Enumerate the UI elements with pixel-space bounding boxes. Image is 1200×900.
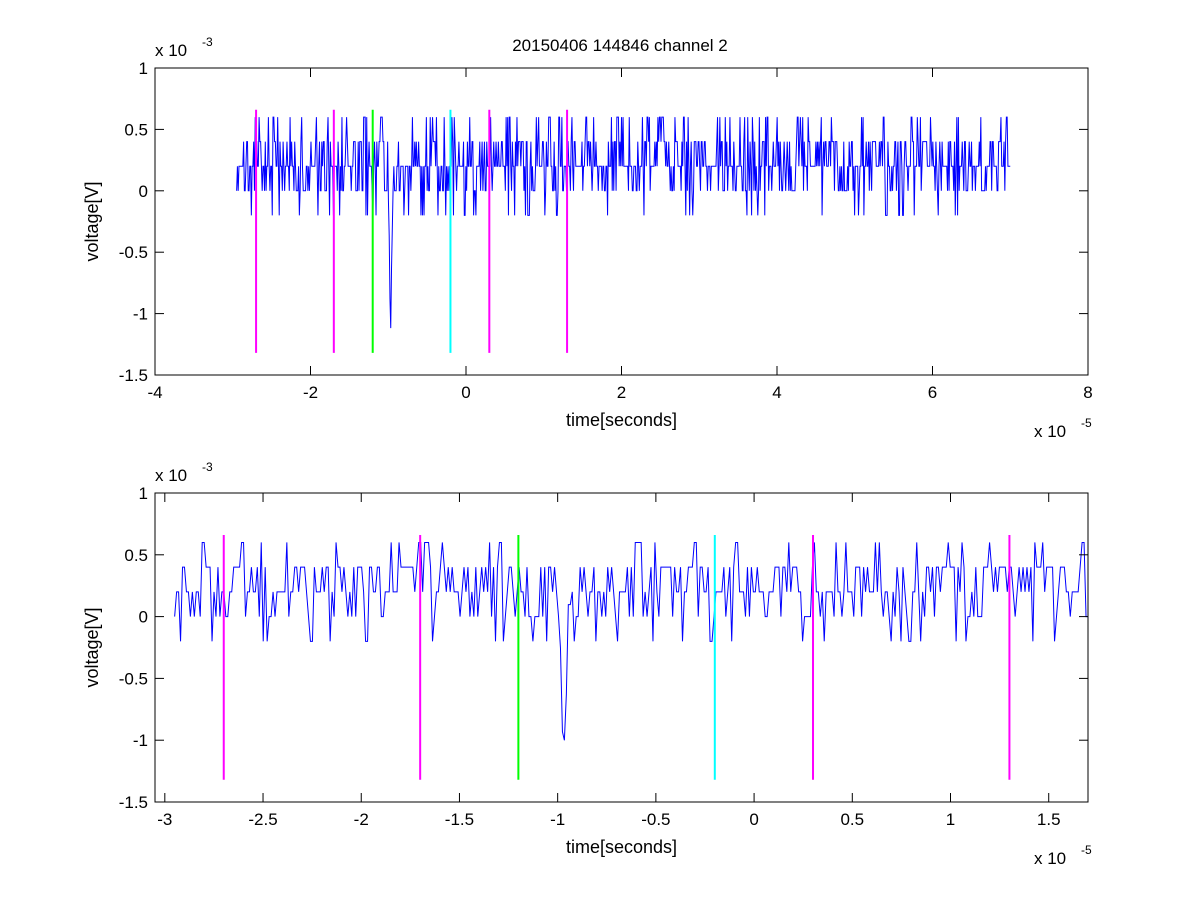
x-tick-label: -0.5 <box>641 810 670 829</box>
x-tick-label: 6 <box>928 383 937 402</box>
plot-frame <box>154 492 1089 803</box>
x-tick-label: -1 <box>550 810 565 829</box>
x-tick-label: 4 <box>772 383 781 402</box>
x-tick-label: -1.5 <box>445 810 474 829</box>
y-tick-label: 0.5 <box>124 120 148 139</box>
voltage-trace <box>174 541 1088 741</box>
x-axis-label: time[seconds] <box>566 410 677 430</box>
x-tick-label: -3 <box>157 810 172 829</box>
x-tick-label: -2 <box>354 810 369 829</box>
top-axes: -4 -2 0 2 4 6 8 -1.5 -1 -0.5 0 0.5 1 time[seconds] vol… <box>82 35 1093 441</box>
y-tick-label: -1.5 <box>119 793 148 812</box>
y-exponent-power: -3 <box>202 460 213 474</box>
y-tick-label: 1 <box>139 59 148 78</box>
y-tick-label: 0 <box>139 182 148 201</box>
x-tick-label: 0 <box>461 383 470 402</box>
x-tick-label: 1.5 <box>1037 810 1061 829</box>
y-tick-label: -1.5 <box>119 366 148 385</box>
x-tick-label: 2 <box>617 383 626 402</box>
y-exponent-label: x 10 <box>155 41 187 60</box>
y-tick-label: -0.5 <box>119 243 148 262</box>
x-tick-label: -2.5 <box>248 810 277 829</box>
y-tick-label: -1 <box>133 731 148 750</box>
y-tick-label: 0 <box>139 608 148 627</box>
y-exponent-power: -3 <box>202 35 213 49</box>
x-exponent-power: -5 <box>1081 843 1092 857</box>
x-tick-label: 1 <box>946 810 955 829</box>
figure-title: 20150406 144846 channel 2 <box>512 36 728 55</box>
x-tick-label: -4 <box>147 383 162 402</box>
bottom-axes: -3 -2.5 -2 -1.5 -1 -0.5 0 0.5 1 1.5 -1.5 -1 -0.5 0 0.5… <box>82 460 1092 868</box>
y-tick-label: 1 <box>139 484 148 503</box>
y-tick-label: -0.5 <box>119 669 148 688</box>
y-axis-label: voltage[V] <box>82 181 102 261</box>
x-tick-label: -2 <box>303 383 318 402</box>
y-axis-label: voltage[V] <box>82 607 102 687</box>
y-exponent-label: x 10 <box>155 466 187 485</box>
y-tick-label: 0.5 <box>124 546 148 565</box>
y-tick-label: -1 <box>133 305 148 324</box>
x-exponent-power: -5 <box>1081 416 1092 430</box>
x-tick-label: 0.5 <box>840 810 864 829</box>
x-tick-label: 8 <box>1083 383 1092 402</box>
x-tick-label: 0 <box>749 810 758 829</box>
x-exponent-label: x 10 <box>1034 422 1066 441</box>
voltage-trace <box>236 116 1011 329</box>
x-axis-label: time[seconds] <box>566 837 677 857</box>
x-exponent-label: x 10 <box>1034 849 1066 868</box>
